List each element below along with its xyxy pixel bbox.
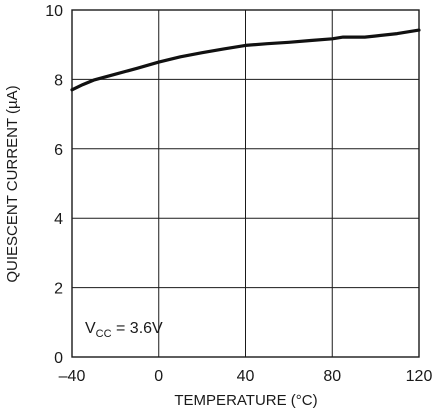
vcc-annotation-subscript: CC (96, 328, 112, 340)
vcc-annotation: VCC = 3.6V (85, 320, 163, 340)
x-tick-label: 80 (323, 368, 341, 385)
grid-lines (72, 10, 419, 357)
plot-border (71, 9, 420, 358)
x-axis-label: TEMPERATURE (°C) (174, 392, 317, 409)
x-tick-label: 40 (237, 368, 255, 385)
plot-frame (71, 9, 420, 358)
y-tick-label: 6 (54, 142, 63, 159)
vcc-annotation-suffix: = 3.6V (112, 320, 163, 337)
y-tick-label: 0 (54, 350, 63, 367)
data-series (70, 28, 421, 92)
y-axis-label: QUIESCENT CURRENT (µA) (4, 85, 21, 282)
y-tick-label: 10 (45, 3, 63, 20)
x-tick-label: 0 (154, 368, 163, 385)
x-tick-label: 120 (406, 368, 433, 385)
y-tick-label: 8 (54, 72, 63, 89)
vcc-annotation-prefix: V (85, 320, 96, 337)
y-tick-label: 2 (54, 281, 63, 298)
y-tick-label: 4 (54, 211, 63, 228)
quiescent-current-line (70, 28, 421, 92)
x-tick-label: –40 (59, 368, 86, 385)
